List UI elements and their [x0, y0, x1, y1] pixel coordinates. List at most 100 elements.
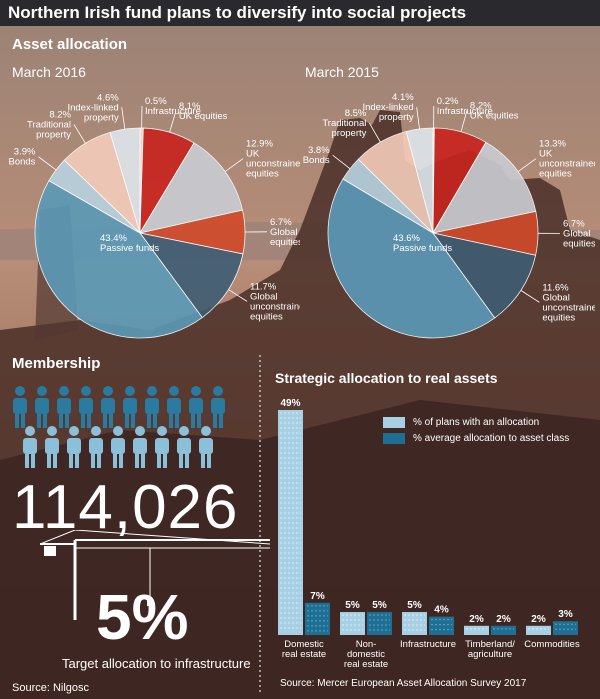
person-icon	[177, 426, 191, 468]
person-icon	[167, 386, 181, 428]
bar-average-0	[305, 602, 330, 635]
legend-plans: % of plans with an allocation	[413, 417, 540, 428]
pie-leader-bonds	[38, 156, 57, 171]
pie-label-uk-equities: 8.1% UK equities	[179, 101, 228, 122]
pie-label-traditional-property: 8.2% Traditional property	[27, 110, 72, 141]
pie-label-passive-funds: 43.6% Passive funds	[393, 233, 452, 254]
bar-category-label: Timberland/agriculture	[465, 639, 515, 660]
bar-plans-2	[402, 612, 427, 635]
person-icon	[145, 386, 159, 428]
person-icon	[23, 426, 37, 468]
pie-slice-passive-funds	[34, 180, 203, 339]
pie-label-traditional-property: 8.5% Traditional property	[322, 108, 367, 139]
title-bar: Northern Irish fund plans to diversify i…	[0, 0, 600, 26]
target-label: Target allocation to infrastructure	[62, 656, 251, 671]
pie-leader-index-linked-property	[416, 107, 420, 129]
membership-people-icons	[13, 386, 225, 468]
pie-label-global-equities: 6.7% Global equities	[270, 217, 300, 248]
legend-swatch-plans	[383, 417, 405, 428]
real-assets-heading: Strategic allocation to real assets	[275, 370, 498, 386]
pie-label-global-unconstrained-equities: 11.7%Globalunconstrainedequities	[250, 281, 300, 322]
pie-label-global-unconstrained-equities: 11.6%Globalunconstrainedequities	[542, 282, 595, 323]
person-icon	[101, 386, 115, 428]
pie-slice-uk-unconstrained-equities	[432, 141, 537, 234]
pie-leader-bonds	[332, 154, 351, 169]
bar-value-label: 5%	[345, 600, 360, 611]
bar-value-label: 2%	[469, 614, 484, 625]
pie-leader-traditional-property	[369, 122, 381, 143]
person-icon	[199, 426, 213, 468]
bar-plans-0	[278, 410, 303, 635]
bar-category-label: Infrastructure	[400, 639, 456, 650]
pie-label-bonds: 3.8% Bonds	[303, 145, 330, 166]
section-divider	[259, 355, 261, 695]
real-assets-bar-chart: 49% 7% Domestic real estate 5% 5% Non-domestic…	[278, 398, 580, 670]
bar-value-label: 2%	[531, 614, 546, 625]
person-icon	[123, 386, 137, 428]
person-icon	[13, 386, 27, 428]
person-icon	[45, 426, 59, 468]
person-icon	[67, 426, 81, 468]
pie-label-bonds: 3.9% Bonds	[9, 147, 36, 168]
pie-label-infrastructure: 0.2% Infrastructure	[437, 96, 493, 117]
bar-value-label: 3%	[558, 609, 573, 620]
pie-slice-uk-unconstrained-equities	[139, 142, 243, 234]
pie-label-index-linked-property: 4.6% Index-linked property	[67, 92, 119, 123]
bar-plans-1	[340, 612, 365, 635]
person-icon	[79, 386, 93, 428]
bar-value-label: 2%	[496, 614, 511, 625]
real-assets-source: Source: Mercer European Asset Allocation…	[280, 678, 527, 689]
person-icon	[189, 386, 203, 428]
asset-allocation-heading: Asset allocation	[12, 36, 128, 53]
legend-average: % average allocation to asset class	[413, 433, 570, 444]
person-icon	[35, 386, 49, 428]
pie-leader-index-linked-property	[121, 107, 126, 130]
pie-label-global-equities: 6.7% Global equities	[563, 218, 595, 249]
pie-leader-global-unconstrained-equities	[228, 289, 248, 302]
person-icon	[111, 426, 125, 468]
person-icon	[57, 386, 71, 428]
pie-slice-passive-funds	[327, 178, 496, 339]
page-title: Northern Irish fund plans to diversify i…	[8, 3, 467, 22]
membership-count: 114,026	[12, 473, 239, 542]
target-percent: 5%	[96, 581, 189, 653]
pie-leader-traditional-property	[73, 124, 86, 144]
bar-value-label: 49%	[280, 398, 300, 409]
legend-swatch-average	[383, 433, 405, 444]
pie-label-uk-unconstrained-equities: 13.3% UK unconstrained equities	[539, 139, 595, 180]
pie-2015-period: March 2015	[305, 64, 379, 80]
person-icon	[211, 386, 225, 428]
bar-plans-4	[526, 625, 551, 635]
bar-value-label: 5%	[372, 600, 387, 611]
bar-category-label: Domestic real estate	[282, 639, 326, 660]
pie-slice-global-unconstrained-equities	[432, 232, 537, 319]
pie-leader-uk-equities	[460, 110, 468, 132]
bar-value-label: 4%	[434, 605, 449, 616]
bar-category-label: Non-domestic real estate	[344, 639, 388, 670]
crane-icon	[40, 530, 271, 620]
bar-value-label: 7%	[310, 591, 325, 602]
person-icon	[155, 426, 169, 468]
person-icon	[89, 426, 103, 468]
bar-average-3	[491, 625, 516, 635]
pie-leader-uk-equities	[169, 111, 177, 133]
bar-average-2	[429, 616, 454, 635]
bar-value-label: 5%	[407, 600, 422, 611]
pie-label-infrastructure: 0.5% Infrastructure	[145, 96, 201, 117]
membership-source: Source: Nilgosc	[12, 682, 90, 694]
pie-leader-global-unconstrained-equities	[520, 290, 540, 303]
pie-leader-uk-unconstrained-equities	[517, 158, 537, 172]
pie-label-uk-equities: 8.2% UK equities	[470, 101, 519, 122]
pie-label-index-linked-property: 4.1% Index-linked property	[362, 92, 414, 123]
person-icon	[133, 426, 147, 468]
pie-label-passive-funds: 43.4% Passive funds	[100, 233, 159, 254]
pie-label-uk-unconstrained-equities: 12.9% UK unconstrained equities	[246, 139, 300, 180]
bar-category-label: Commodities	[524, 639, 580, 650]
bar-average-1	[367, 612, 392, 635]
bar-plans-3	[464, 625, 489, 635]
bar-average-4	[553, 621, 578, 635]
pie-2016-period: March 2016	[12, 64, 86, 80]
